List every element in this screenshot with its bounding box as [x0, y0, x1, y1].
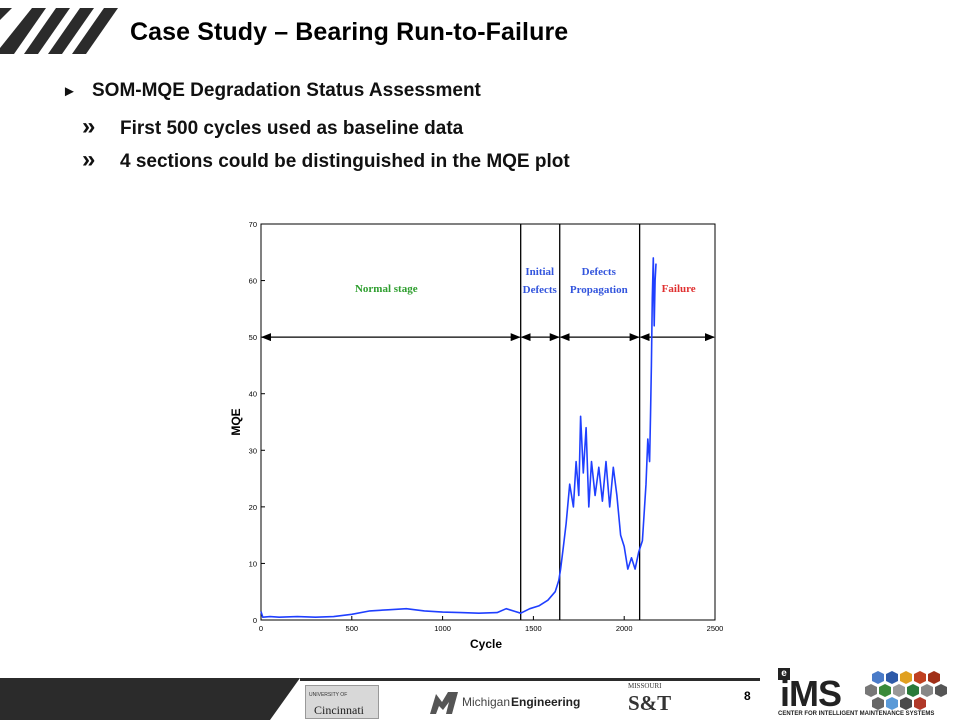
y-tick-label: 10: [249, 559, 257, 568]
triangle-bullet-icon: ►: [62, 83, 77, 100]
bullet-text: First 500 cycles used as baseline data: [120, 118, 464, 139]
stage-label: Initial: [525, 266, 554, 278]
hexagon-cluster-icon: [865, 671, 947, 710]
michigan-engineering-logo: Michigan Engineering: [428, 688, 588, 716]
page-number: 8: [744, 689, 751, 703]
footer-bar: [0, 678, 760, 720]
ims-logo: e iMS CENTER FOR INTELLIGENT MAINTENANCE…: [776, 668, 958, 720]
stage-label: Propagation: [570, 284, 628, 296]
logo-text: Cincinnati: [314, 703, 364, 717]
y-tick-label: 40: [249, 390, 257, 399]
x-tick-label: 2500: [707, 624, 724, 633]
y-tick-label: 20: [249, 503, 257, 512]
x-tick-label: 1500: [525, 624, 542, 633]
x-tick-label: 500: [346, 624, 359, 633]
y-tick-label: 0: [253, 616, 257, 625]
y-axis-label: MQE: [229, 408, 243, 435]
university-of-cincinnati-logo: UNIVERSITY OF Cincinnati: [305, 685, 379, 719]
stage-label: Normal stage: [355, 283, 418, 295]
plot-frame: [260, 223, 716, 621]
x-axis-label: Cycle: [470, 637, 502, 651]
logo-text: e: [778, 668, 790, 680]
stage-label: Defects: [582, 266, 617, 278]
logo-text: UNIVERSITY OF: [309, 692, 348, 698]
x-tick-label: 2000: [616, 624, 633, 633]
y-tick-label: 50: [249, 333, 257, 342]
logo-text: CENTER FOR INTELLIGENT MAINTENANCE SYSTE…: [778, 711, 935, 717]
bullet-level2: » First 500 cycles used as baseline data: [82, 113, 464, 140]
logo-text: iMS: [780, 673, 842, 714]
y-tick-label: 60: [249, 277, 257, 286]
mqe-chart: 0 500 1000 1500 2000 2500 0 10 20 30 40 50 60 70 Cycle…: [229, 220, 724, 651]
bullet-level2: » 4 sections could be distinguished in th…: [82, 146, 570, 173]
bullet-text: SOM-MQE Degradation Status Assessment: [92, 80, 481, 101]
stage-label: Defects: [523, 284, 558, 296]
slide-title: Case Study – Bearing Run-to-Failure: [130, 18, 569, 46]
y-tick-label: 70: [249, 220, 257, 229]
double-chevron-bullet-icon: »: [82, 113, 96, 140]
y-tick-label: 30: [249, 446, 257, 455]
x-tick-label: 1000: [434, 624, 451, 633]
logo-text: S&T: [628, 691, 672, 715]
bullet-text: 4 sections could be distinguished in the…: [120, 151, 570, 172]
missouri-st-logo: MISSOURI S&T: [626, 682, 676, 718]
stage-label: Failure: [662, 283, 696, 295]
double-chevron-bullet-icon: »: [82, 146, 96, 173]
logo-text: Michigan: [462, 695, 511, 709]
logo-text: MISSOURI: [628, 682, 662, 690]
bullet-level1: ► SOM-MQE Degradation Status Assessment: [62, 80, 481, 102]
header-stripes: [0, 8, 118, 54]
x-tick-label: 0: [259, 624, 263, 633]
block-m-icon: [430, 692, 458, 714]
mqe-series-line: [260, 257, 657, 618]
logo-text: Engineering: [511, 695, 581, 709]
